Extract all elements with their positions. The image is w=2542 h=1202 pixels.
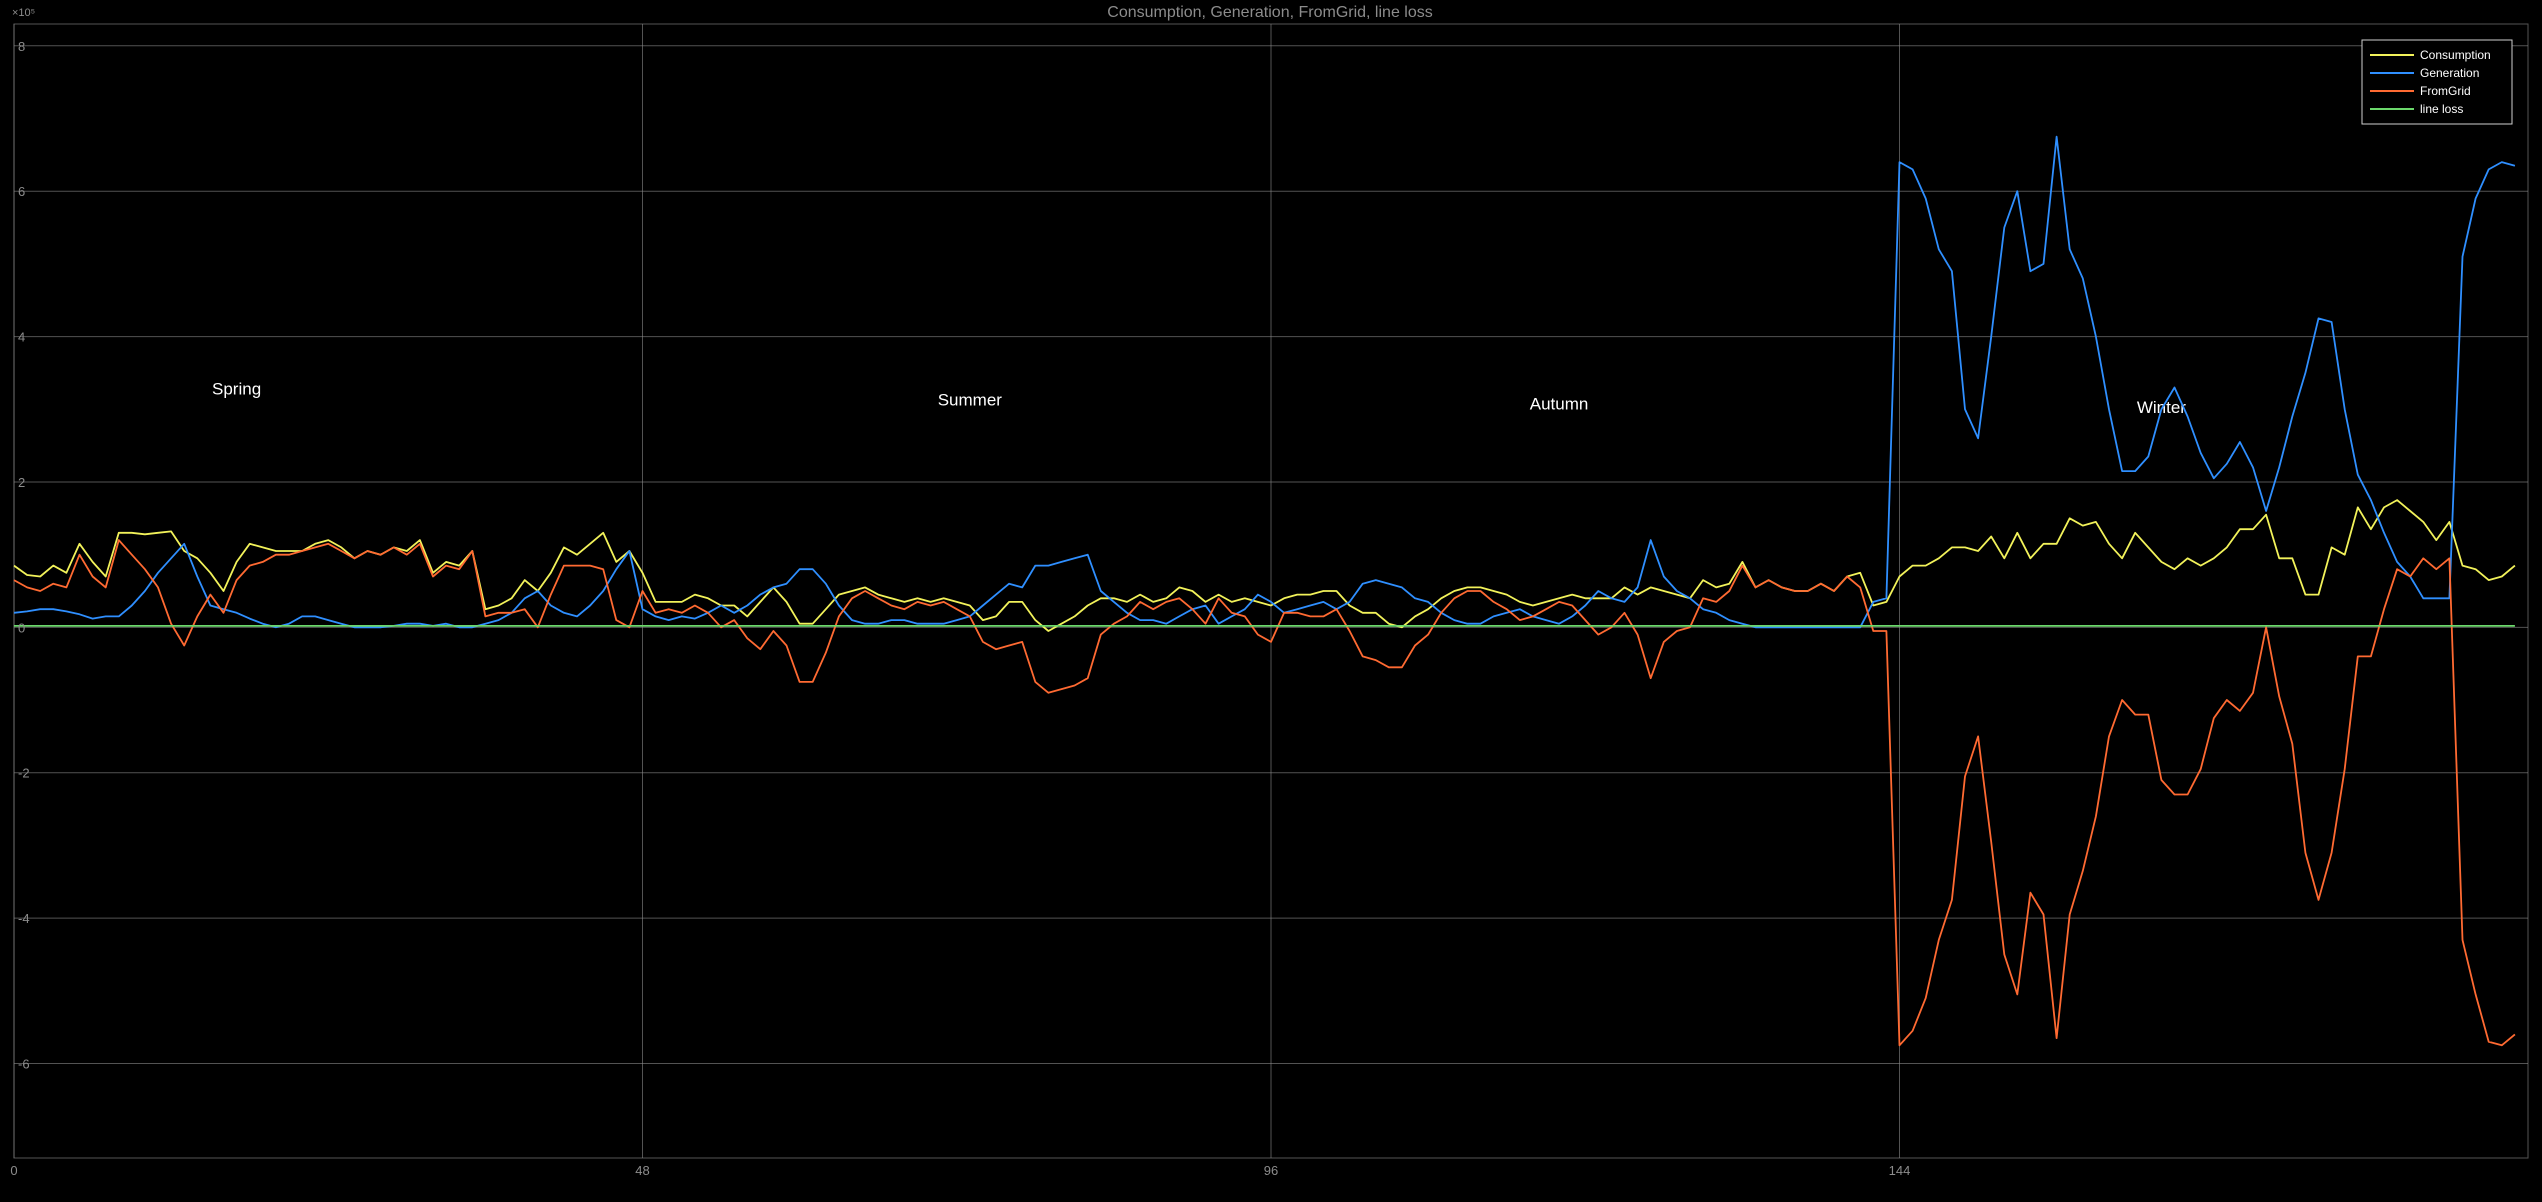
- x-tick-label: 48: [635, 1163, 649, 1178]
- y-tick-label: -2: [18, 766, 30, 781]
- season-label: Autumn: [1530, 394, 1589, 413]
- y-tick-label: -6: [18, 1057, 30, 1072]
- chart-title: Consumption, Generation, FromGrid, line …: [1107, 4, 1432, 21]
- grid: [13, 23, 2529, 1159]
- series-line-fromgrid: [13, 539, 2516, 1047]
- y-tick-label: 6: [18, 184, 25, 199]
- y-tick-label: -4: [18, 911, 30, 926]
- season-label: Summer: [938, 391, 1003, 410]
- legend: Consumption Generation FromGrid line loss: [2361, 39, 2513, 125]
- series-line-generation: [13, 135, 2516, 629]
- legend-entry: Consumption: [2420, 48, 2491, 62]
- x-tick-label: 0: [10, 1163, 17, 1178]
- season-label: Spring: [212, 380, 261, 399]
- y-tick-label: 8: [18, 39, 25, 54]
- x-tick-label: 144: [1889, 1163, 1911, 1178]
- series-lines: [13, 135, 2516, 1047]
- x-tick-label: 96: [1264, 1163, 1278, 1178]
- y-exponent-label: ×10⁵: [12, 7, 35, 19]
- series-line-consumption: [13, 499, 2516, 632]
- legend-entry: line loss: [2420, 102, 2463, 116]
- legend-entry: FromGrid: [2420, 84, 2471, 98]
- y-tick-label: 2: [18, 475, 25, 490]
- axis-ticks: -6 -4 -2 0 2 4 6 8 0 48 96 144: [10, 39, 1910, 1178]
- y-tick-label: 0: [18, 620, 25, 635]
- y-tick-label: 4: [18, 330, 25, 345]
- legend-entry: Generation: [2420, 66, 2479, 80]
